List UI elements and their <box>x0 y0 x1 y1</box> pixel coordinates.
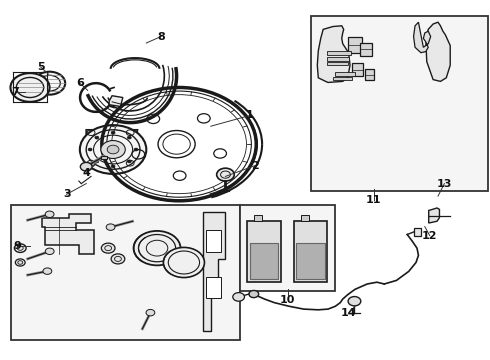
Circle shape <box>146 310 155 316</box>
Bar <box>327 62 347 65</box>
Bar <box>333 77 351 80</box>
Bar <box>296 243 325 279</box>
Text: 3: 3 <box>63 189 71 199</box>
Polygon shape <box>414 22 431 53</box>
Bar <box>101 156 107 159</box>
Circle shape <box>111 131 115 134</box>
Bar <box>365 69 374 80</box>
Bar <box>335 72 355 76</box>
Text: 8: 8 <box>157 32 165 41</box>
Circle shape <box>15 259 25 266</box>
Circle shape <box>95 136 99 139</box>
Bar <box>206 277 220 298</box>
Bar <box>11 205 240 339</box>
Circle shape <box>249 291 259 298</box>
Text: 12: 12 <box>422 231 438 240</box>
Bar <box>327 51 350 55</box>
Polygon shape <box>426 22 450 81</box>
Text: 6: 6 <box>76 78 84 88</box>
Polygon shape <box>109 96 123 107</box>
Circle shape <box>101 243 115 253</box>
Bar <box>311 16 489 191</box>
Bar <box>300 215 309 221</box>
Circle shape <box>134 231 180 265</box>
Circle shape <box>134 148 138 151</box>
Circle shape <box>80 162 92 171</box>
Circle shape <box>34 72 65 95</box>
Text: 13: 13 <box>437 179 452 189</box>
Polygon shape <box>42 214 94 253</box>
Circle shape <box>107 145 119 154</box>
Bar <box>254 215 262 221</box>
Bar <box>240 205 335 291</box>
Circle shape <box>95 160 99 163</box>
Circle shape <box>127 160 131 163</box>
Bar <box>250 243 278 279</box>
Polygon shape <box>203 212 225 330</box>
Circle shape <box>14 244 26 252</box>
Text: 11: 11 <box>366 195 381 205</box>
Text: 9: 9 <box>13 241 21 251</box>
Circle shape <box>348 297 361 306</box>
Text: 5: 5 <box>37 62 45 72</box>
Circle shape <box>233 293 245 301</box>
Circle shape <box>111 254 125 264</box>
Circle shape <box>127 136 131 139</box>
Circle shape <box>101 140 125 158</box>
Circle shape <box>88 148 92 151</box>
Bar <box>206 230 220 252</box>
Circle shape <box>43 268 52 274</box>
Circle shape <box>10 73 49 102</box>
Bar <box>247 221 281 282</box>
Text: 7: 7 <box>11 87 19 97</box>
Circle shape <box>111 165 115 168</box>
Circle shape <box>217 168 234 181</box>
Text: 4: 4 <box>82 168 90 178</box>
Text: 14: 14 <box>341 309 356 318</box>
Text: 2: 2 <box>251 161 259 171</box>
Circle shape <box>45 211 54 217</box>
Circle shape <box>106 224 115 230</box>
Bar <box>347 37 362 53</box>
Text: 1: 1 <box>246 111 254 121</box>
Bar <box>414 228 421 235</box>
Circle shape <box>80 125 147 174</box>
Bar <box>352 63 363 76</box>
Bar <box>360 42 372 56</box>
Bar <box>327 57 349 61</box>
Polygon shape <box>318 26 350 82</box>
Bar <box>294 221 327 282</box>
Circle shape <box>45 248 54 255</box>
Polygon shape <box>86 130 138 166</box>
Polygon shape <box>429 208 440 223</box>
Circle shape <box>163 247 204 278</box>
Text: 10: 10 <box>280 295 295 305</box>
